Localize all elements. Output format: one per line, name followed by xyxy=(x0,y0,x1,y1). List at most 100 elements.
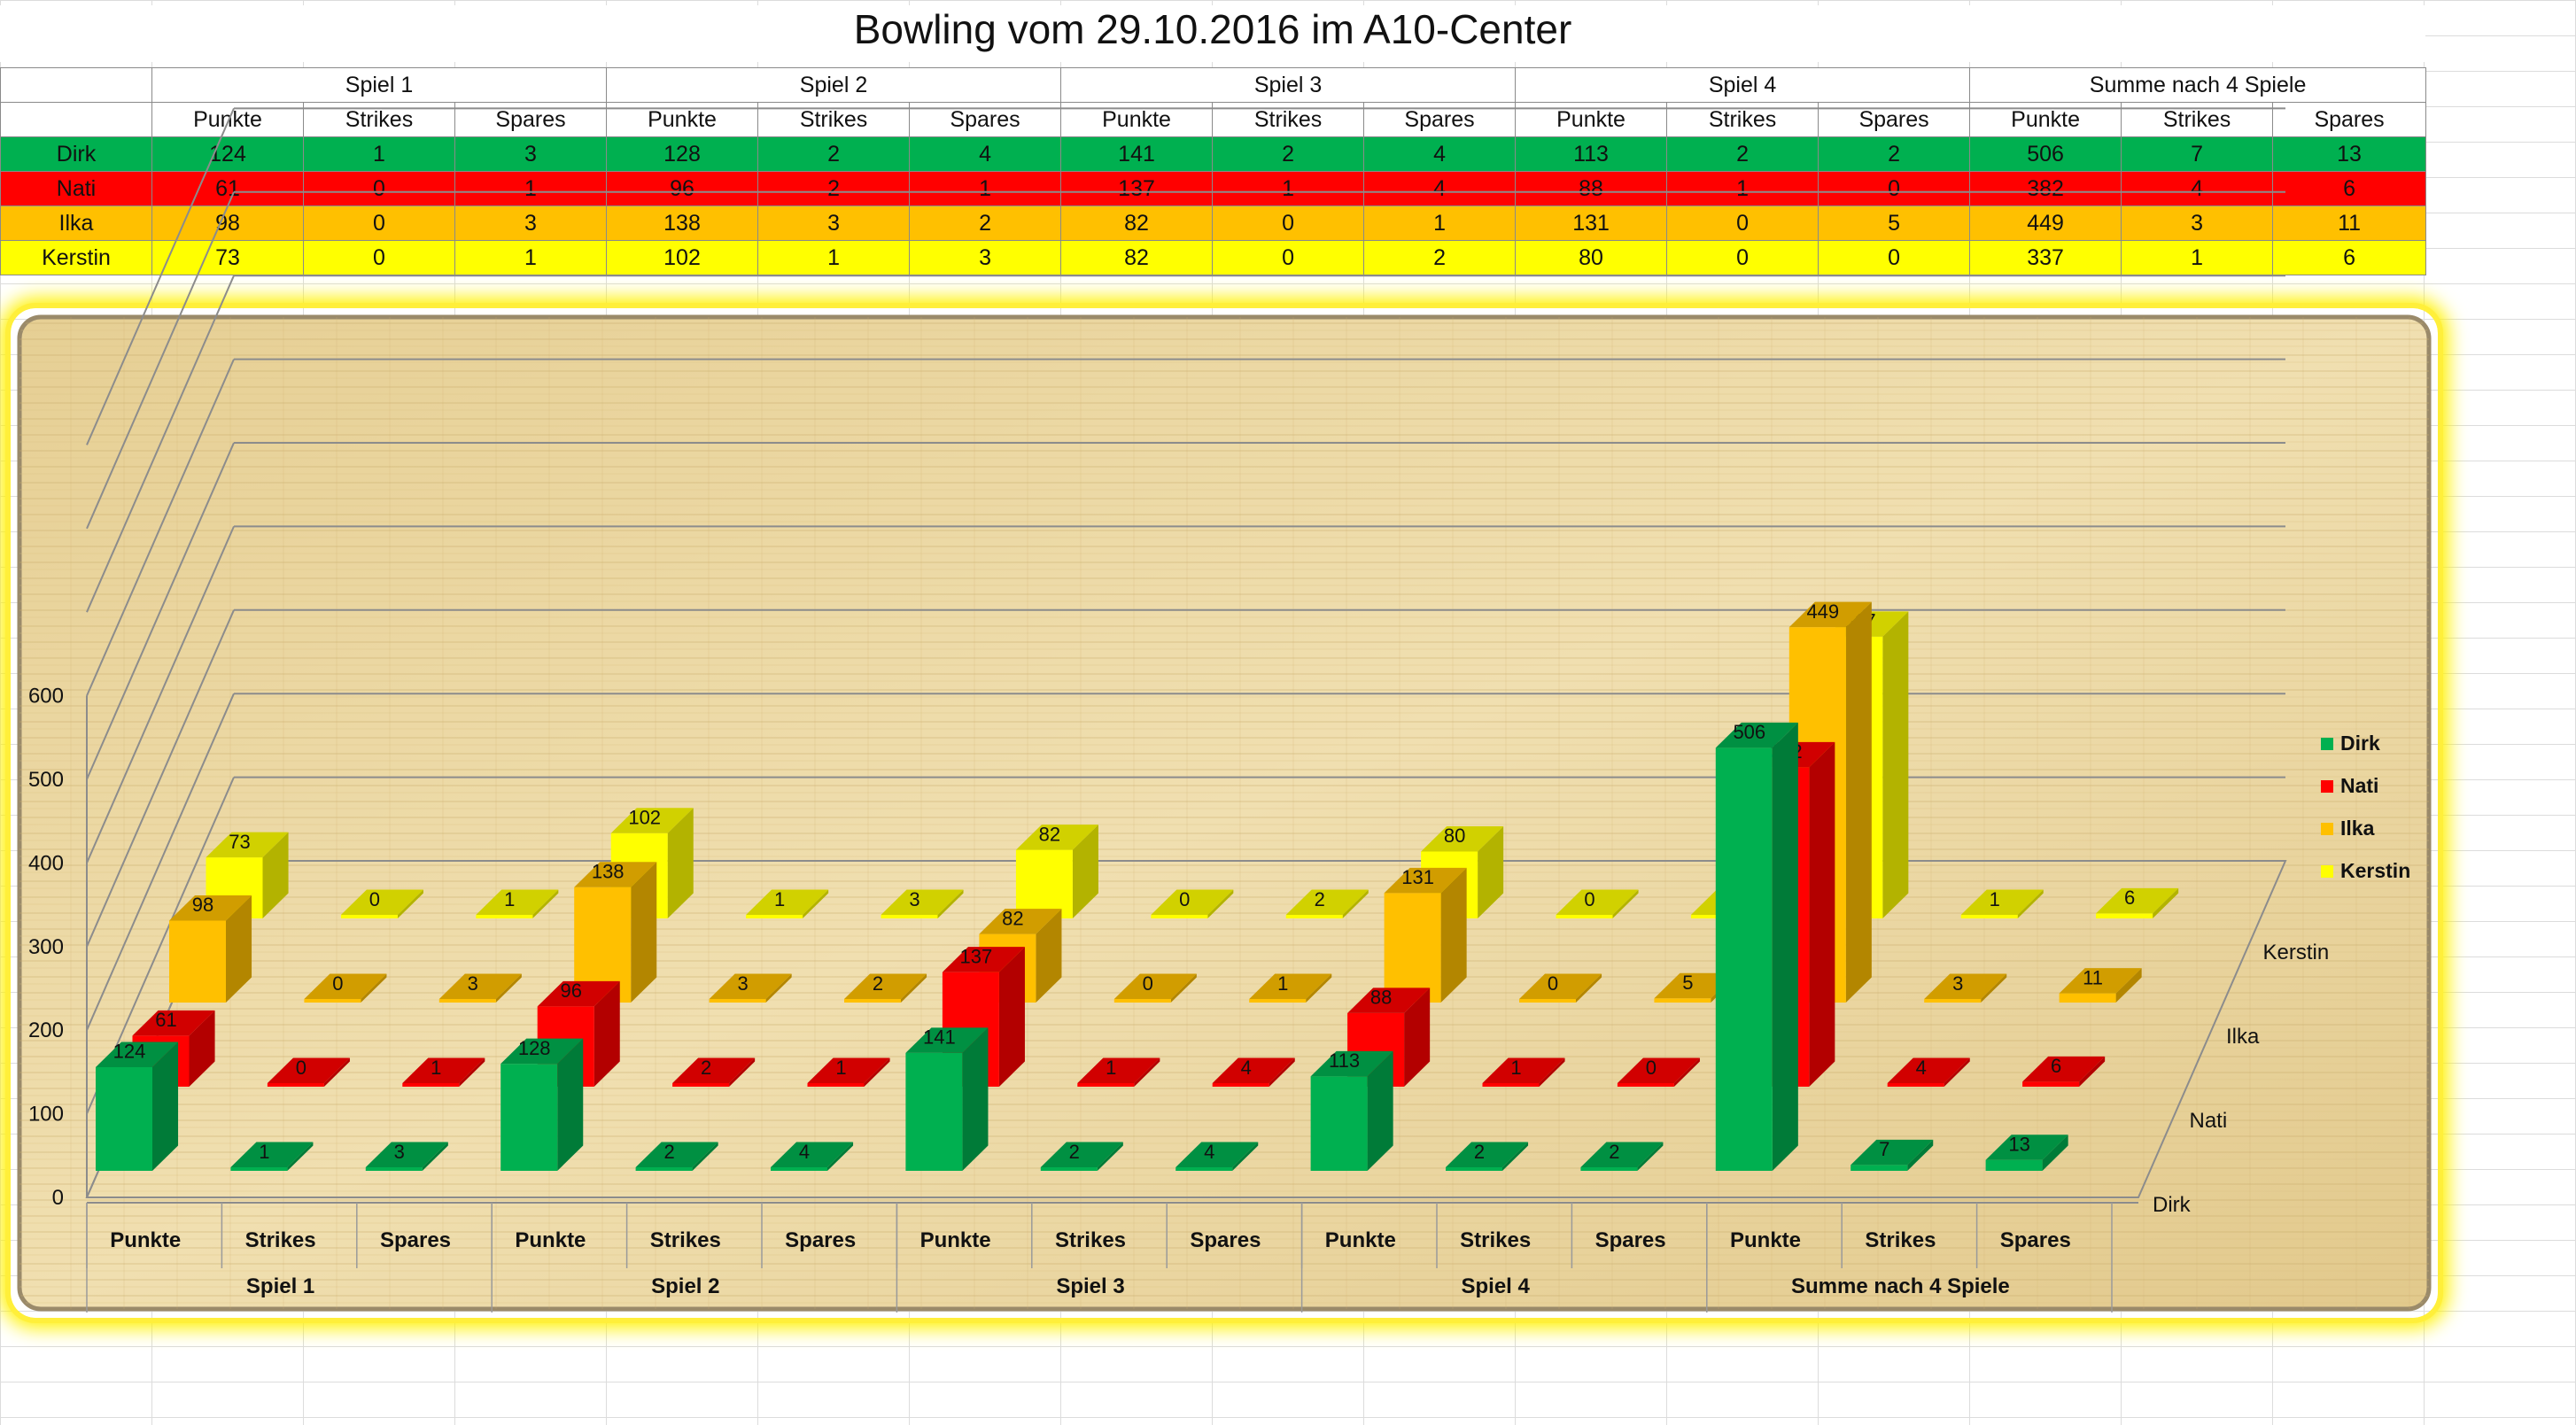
score-cell: 82 xyxy=(1060,205,1214,241)
data-label: 102 xyxy=(628,806,661,828)
bar-side-nati xyxy=(323,1057,350,1087)
bar-top-kerstin xyxy=(746,889,829,915)
bar-side-dirk xyxy=(422,1142,448,1171)
bar-side-nati xyxy=(459,1057,485,1087)
bar-side-dirk xyxy=(962,1027,989,1171)
score-cell: 137 xyxy=(1060,171,1214,206)
bar-nati xyxy=(1617,1083,1674,1087)
score-cell: 1 xyxy=(1666,171,1819,206)
bar-side-dirk xyxy=(2042,1135,2068,1171)
bar-top-kerstin xyxy=(476,889,559,915)
data-label: 128 xyxy=(518,1037,551,1059)
data-label: 113 xyxy=(1329,1049,1360,1072)
score-cell: 337 xyxy=(1969,240,2122,275)
bar-top-nati xyxy=(942,947,1025,972)
bar-top-dirk xyxy=(771,1142,854,1167)
data-label: 88 xyxy=(1370,987,1392,1009)
bar-side-kerstin xyxy=(2017,889,2044,918)
bar-side-nati xyxy=(1404,987,1431,1087)
score-cell: 506 xyxy=(1969,136,2122,172)
player-name: Nati xyxy=(0,171,152,206)
bar-kerstin xyxy=(881,915,938,918)
player-name: Ilka xyxy=(0,205,152,241)
data-label: 1 xyxy=(774,888,785,910)
bar-top-ilka xyxy=(709,973,792,999)
score-cell: 102 xyxy=(606,240,759,275)
y-tick-label: 600 xyxy=(28,685,64,709)
data-label: 1 xyxy=(259,1141,269,1163)
bar-kerstin xyxy=(1556,915,1613,918)
x-category-label: Spares xyxy=(1595,1228,1666,1252)
x-category-label: Spares xyxy=(785,1228,856,1252)
x-category-label: Punkte xyxy=(110,1228,181,1252)
bar-top-kerstin xyxy=(1421,825,1504,852)
bar-top-nati xyxy=(2022,1056,2106,1082)
bar-dirk xyxy=(365,1167,423,1171)
bar-side-kerstin xyxy=(1612,889,1639,918)
bar-ilka xyxy=(1249,999,1307,1003)
bar-side-dirk xyxy=(1232,1142,1259,1171)
score-cell: 5 xyxy=(1818,205,1971,241)
data-label: 13 xyxy=(2008,1133,2029,1155)
score-cell: 3 xyxy=(909,240,1062,275)
bar-side-ilka xyxy=(765,973,792,1003)
score-table: Spiel 1 Spiel 2 Spiel 3 Spiel 4 Summe na… xyxy=(0,67,2427,275)
sub-header: Spares xyxy=(2272,102,2427,137)
bar-top-dirk xyxy=(1446,1142,1529,1167)
legend-label: Nati xyxy=(2340,774,2378,797)
bar-kerstin xyxy=(1151,915,1208,918)
bar-top-ilka xyxy=(1788,601,1872,628)
data-label: 3 xyxy=(394,1141,405,1163)
bar-top-dirk xyxy=(96,1042,179,1067)
data-label: 3 xyxy=(909,888,919,910)
score-cell: 13 xyxy=(2272,136,2427,172)
bar-side-ilka xyxy=(1440,867,1467,1003)
bar-ilka xyxy=(1654,998,1711,1003)
x-category-label: Punkte xyxy=(515,1228,586,1252)
bar-top-nati xyxy=(1077,1057,1160,1083)
bar-top-nati xyxy=(672,1057,756,1083)
data-label: 0 xyxy=(1143,972,1153,995)
bar-side-dirk xyxy=(557,1038,584,1171)
data-label: 11 xyxy=(2083,966,2103,988)
bar-top-kerstin xyxy=(1556,889,1639,915)
data-label: 82 xyxy=(1002,907,1023,929)
bar-kerstin xyxy=(1285,915,1343,918)
score-cell: 2 xyxy=(757,171,911,206)
score-cell: 2 xyxy=(1818,136,1971,172)
bar-side-nati xyxy=(189,1010,215,1087)
bar-dirk xyxy=(771,1167,827,1171)
score-cell: 2 xyxy=(757,136,911,172)
score-cell: 6 xyxy=(2272,240,2427,275)
data-label: 0 xyxy=(1179,888,1190,910)
bar-top-dirk xyxy=(1985,1135,2068,1160)
bar-side-nati xyxy=(1809,741,1835,1087)
data-label: 2 xyxy=(873,972,883,995)
data-label: 5 xyxy=(1682,972,1693,994)
bar-side-kerstin xyxy=(1207,889,1234,918)
score-cell: 1 xyxy=(454,240,608,275)
bar-dirk xyxy=(1580,1167,1638,1171)
y-tick-label: 0 xyxy=(52,1186,64,1210)
bar-dirk xyxy=(1175,1167,1233,1171)
score-cell: 0 xyxy=(1212,205,1365,241)
bar-side-kerstin xyxy=(1342,889,1369,918)
bar-side-ilka xyxy=(901,973,927,1003)
bar-side-dirk xyxy=(1907,1139,1934,1171)
data-label: 1 xyxy=(1277,972,1288,995)
gridline-side xyxy=(86,442,235,780)
bar-nati xyxy=(672,1083,730,1087)
score-cell: 98 xyxy=(151,205,304,241)
bar-side-ilka xyxy=(1170,973,1197,1003)
x-group-label: Spiel 1 xyxy=(246,1274,314,1298)
bar-top-kerstin xyxy=(881,889,964,915)
bar-side-ilka xyxy=(495,973,522,1003)
data-label: 80 xyxy=(1444,825,1465,847)
bar-top-kerstin xyxy=(1151,889,1234,915)
bar-side-nati xyxy=(594,980,620,1087)
bar-side-ilka xyxy=(1981,973,2007,1003)
gridline-side xyxy=(86,609,235,948)
data-label: 3 xyxy=(468,972,478,995)
score-cell: 138 xyxy=(606,205,759,241)
bar-side-kerstin xyxy=(1072,825,1098,918)
